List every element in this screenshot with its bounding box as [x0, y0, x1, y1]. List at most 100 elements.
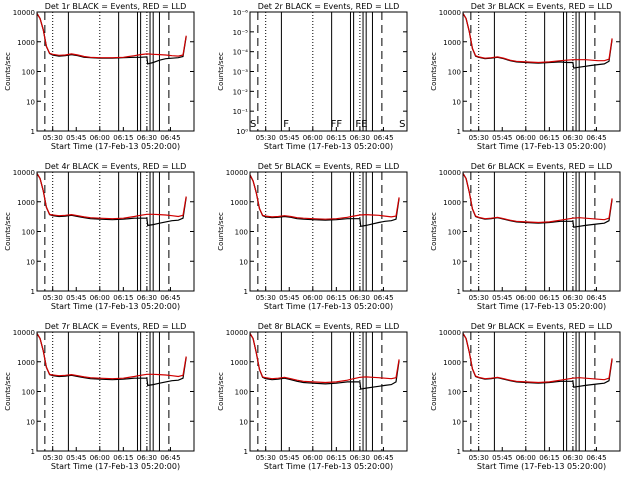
chart-panel-9: Det 9r BLACK = Events, RED = LLD 1 10 100 10…	[430, 322, 621, 471]
y-tick-label: 1000	[17, 199, 35, 207]
x-tick-label: 06:00	[303, 454, 323, 462]
x-axis-label: Start Time (17-Feb-13 05:20:00)	[51, 302, 180, 311]
series-line-lld	[462, 333, 613, 384]
y-tick-label: 10000	[13, 169, 35, 177]
series-line-lld	[36, 13, 187, 59]
y-tick-label: 10	[452, 258, 461, 266]
x-tick-label: 05:30	[256, 294, 276, 302]
chart-title: Det 3r BLACK = Events, RED = LLD	[471, 2, 613, 11]
chart-title: Det 1r BLACK = Events, RED = LLD	[45, 2, 187, 11]
y-tick-label: 1	[457, 128, 461, 136]
series-line-lld	[462, 13, 613, 64]
y-tick-label: 10⁻⁵	[233, 29, 249, 37]
y-axis-label: Counts/sec	[4, 212, 12, 251]
chart-title: Det 6r BLACK = Events, RED = LLD	[471, 162, 613, 171]
y-tick-label: 1000	[443, 199, 461, 207]
series-line-events	[249, 333, 400, 390]
x-axis-label: Start Time (17-Feb-13 05:20:00)	[264, 462, 393, 471]
x-tick-label: 05:45	[66, 454, 86, 462]
x-tick-label: 05:30	[469, 134, 489, 142]
y-tick-label: 10	[26, 418, 35, 426]
x-tick-label: 06:15	[539, 294, 559, 302]
plot-frame	[36, 171, 195, 292]
y-tick-label: 1	[244, 288, 248, 296]
x-axis-label: Start Time (17-Feb-13 05:20:00)	[477, 462, 606, 471]
chart-title: Det 4r BLACK = Events, RED = LLD	[45, 162, 187, 171]
y-tick-label: 10000	[226, 169, 248, 177]
annotation-label: S	[399, 119, 405, 130]
y-axis-label: Counts/sec	[217, 212, 225, 251]
y-tick-label: 1000	[443, 39, 461, 47]
x-tick-label: 06:00	[90, 454, 110, 462]
x-tick-label: 06:15	[113, 454, 133, 462]
x-tick-label: 05:30	[43, 294, 63, 302]
x-tick-label: 06:15	[326, 294, 346, 302]
x-axis-label: Start Time (17-Feb-13 05:20:00)	[51, 462, 180, 471]
x-tick-label: 06:30	[563, 294, 583, 302]
y-tick-label: 100	[448, 389, 461, 397]
y-axis-label: Counts/sec	[430, 212, 438, 251]
x-tick-label: 05:45	[279, 454, 299, 462]
x-tick-label: 05:45	[279, 294, 299, 302]
y-axis-label: Counts/sec	[217, 372, 225, 411]
x-tick-label: 06:45	[586, 294, 606, 302]
y-axis-label: Counts/sec	[217, 52, 225, 91]
x-tick-label: 05:45	[492, 294, 512, 302]
chart-panel-8: Det 8r BLACK = Events, RED = LLD 1 10 100 10…	[217, 322, 408, 471]
chart-title: Det 8r BLACK = Events, RED = LLD	[258, 322, 400, 331]
y-tick-label: 10000	[439, 329, 461, 337]
x-tick-label: 06:00	[516, 294, 536, 302]
x-tick-label: 06:30	[137, 134, 157, 142]
series-line-events	[36, 13, 187, 65]
chart-title: Det 5r BLACK = Events, RED = LLD	[258, 162, 400, 171]
chart-panel-1: Det 1r BLACK = Events, RED = LLD 1 10 100 10…	[4, 2, 195, 151]
x-tick-label: 06:00	[90, 294, 110, 302]
y-tick-label: 10	[26, 258, 35, 266]
x-tick-label: 06:30	[350, 454, 370, 462]
x-tick-label: 05:30	[256, 134, 276, 142]
x-tick-label: 05:45	[492, 134, 512, 142]
annotation-label: F	[283, 119, 289, 130]
plot-frame	[36, 11, 195, 132]
y-tick-label: 10	[452, 418, 461, 426]
y-tick-label: 100	[235, 389, 248, 397]
x-tick-label: 05:30	[43, 134, 63, 142]
plot-frame	[249, 331, 408, 452]
x-tick-label: 06:00	[516, 454, 536, 462]
chart-panel-5: Det 5r BLACK = Events, RED = LLD 1 10 100 10…	[217, 162, 408, 311]
plot-frame	[462, 171, 621, 292]
y-tick-label: 10⁻²	[233, 88, 249, 96]
plot-frame	[36, 331, 195, 452]
x-tick-label: 06:15	[113, 294, 133, 302]
plot-frame	[249, 171, 408, 292]
x-axis-label: Start Time (17-Feb-13 05:20:00)	[264, 142, 393, 151]
x-tick-label: 06:45	[373, 134, 393, 142]
x-tick-label: 05:30	[43, 454, 63, 462]
y-tick-label: 100	[448, 229, 461, 237]
chart-title: Det 7r BLACK = Events, RED = LLD	[45, 322, 187, 331]
y-tick-label: 10⁻³	[233, 69, 249, 77]
x-tick-label: 06:00	[303, 294, 323, 302]
x-tick-label: 06:00	[303, 134, 323, 142]
y-tick-label: 100	[22, 69, 35, 77]
annotation-label: FF	[331, 119, 343, 130]
y-tick-label: 1000	[443, 359, 461, 367]
y-tick-label: 100	[22, 229, 35, 237]
x-tick-label: 06:30	[350, 134, 370, 142]
x-tick-label: 06:45	[373, 294, 393, 302]
y-tick-label: 10	[26, 98, 35, 106]
y-tick-label: 1	[31, 288, 35, 296]
x-tick-label: 06:30	[563, 134, 583, 142]
y-tick-label: 10	[452, 98, 461, 106]
x-tick-label: 06:30	[350, 294, 370, 302]
y-tick-label: 1	[244, 448, 248, 456]
series-line-events	[36, 333, 187, 387]
x-tick-label: 06:15	[326, 454, 346, 462]
annotation-label: S	[250, 119, 256, 130]
x-tick-label: 06:00	[516, 134, 536, 142]
series-line-lld	[36, 333, 187, 380]
y-tick-label: 100	[235, 229, 248, 237]
x-tick-label: 06:45	[586, 454, 606, 462]
